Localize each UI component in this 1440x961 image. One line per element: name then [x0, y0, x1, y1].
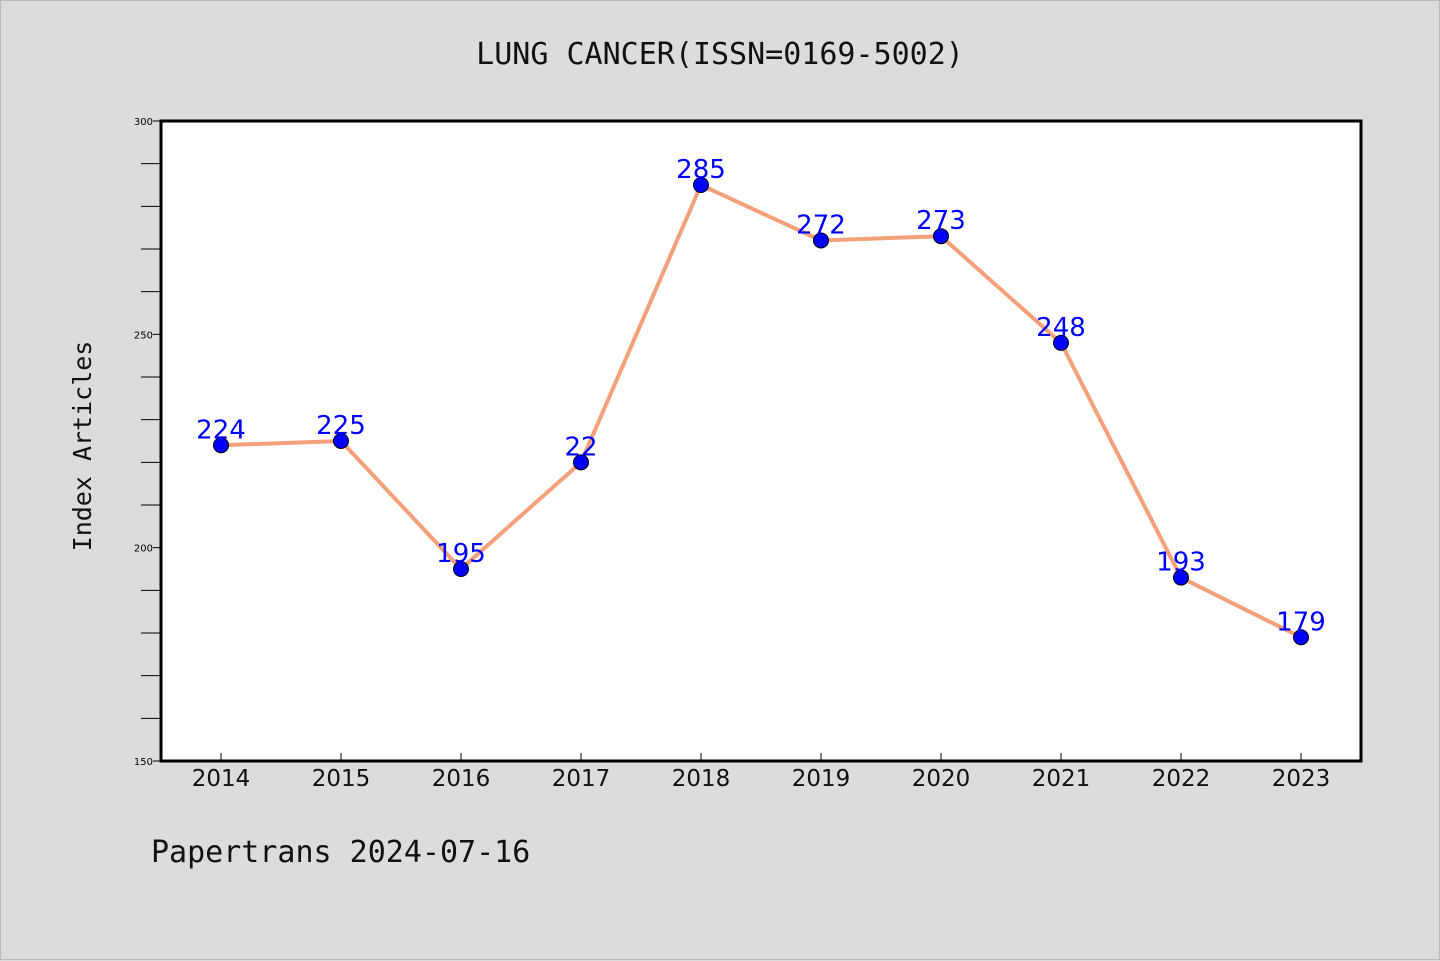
x-tick-label: 2014: [192, 766, 251, 792]
data-point-2015: [333, 433, 349, 449]
y-minor-ticks: [141, 163, 161, 719]
data-label-2020: 273: [916, 206, 966, 236]
x-tick-label: 2019: [792, 766, 851, 792]
y-tick-label: 300: [134, 117, 153, 128]
x-tick-label: 2022: [1152, 766, 1211, 792]
data-label-2018: 285: [676, 155, 726, 185]
data-point-2021: [1053, 334, 1069, 351]
data-label-2023: 179: [1276, 607, 1326, 637]
x-tick-label: 2018: [672, 766, 731, 792]
x-tick-label: 2020: [912, 766, 971, 792]
data-label-2017: 22: [564, 432, 597, 462]
data-label-2014: 224: [196, 415, 246, 445]
x-tick-label: 2023: [1272, 766, 1331, 792]
series-line-0: [220, 183, 1302, 640]
x-axis: 2014 2015 2016 2017 2018 2019 2020 2021 2022 2023: [192, 753, 1331, 792]
y-tick-label: 200: [134, 544, 153, 555]
data-points: [213, 177, 1309, 646]
y-tick-label: 150: [134, 757, 153, 768]
series-line-group: [220, 183, 1302, 640]
data-label-2021: 248: [1036, 313, 1086, 343]
footer-text: Papertrans 2024-07-16: [151, 835, 531, 870]
data-point-2018: [693, 177, 709, 193]
chart-title: LUNG CANCER(ISSN=0169-5002): [476, 37, 964, 72]
data-point-2016: [453, 561, 469, 577]
data-label-2019: 272: [796, 210, 846, 240]
data-point-2023: [1293, 629, 1309, 646]
x-tick-label: 2017: [552, 766, 611, 792]
data-point-2020: [933, 228, 949, 245]
data-point-2022: [1173, 569, 1189, 586]
data-label-2016: 195: [436, 539, 486, 569]
data-point-2014: [213, 437, 229, 454]
data-label-2022: 193: [1156, 548, 1206, 578]
y-axis-label: Index Articles: [68, 341, 97, 552]
y-tick-label: 250: [134, 330, 153, 341]
x-tick-label: 2021: [1032, 766, 1091, 792]
plot-area: [159, 119, 1363, 763]
data-label-2015: 225: [316, 411, 366, 441]
y-axis: 150 200 250 300: [134, 117, 161, 768]
x-tick-label: 2016: [432, 766, 491, 792]
x-tick-label: 2015: [312, 766, 371, 792]
data-point-2017: [573, 454, 589, 471]
data-labels: 224 225 195 22 285 272 273 248 193 179: [196, 155, 1326, 637]
data-point-2019: [813, 232, 829, 249]
